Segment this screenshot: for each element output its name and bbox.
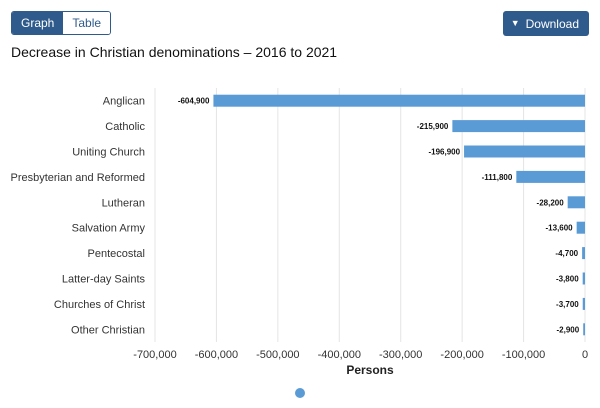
category-label: Catholic bbox=[105, 121, 145, 133]
table-tab[interactable]: Table bbox=[63, 12, 111, 34]
category-label: Presbyterian and Reformed bbox=[10, 172, 145, 184]
data-label: -196,900 bbox=[428, 148, 460, 157]
bar bbox=[576, 221, 585, 234]
data-label: -111,800 bbox=[482, 173, 513, 182]
data-label: -604,900 bbox=[178, 97, 210, 106]
bar bbox=[582, 247, 585, 260]
data-label: -28,200 bbox=[537, 198, 565, 207]
category-label: Anglican bbox=[103, 96, 145, 108]
category-label: Churches of Christ bbox=[54, 299, 145, 311]
data-label: -3,800 bbox=[556, 275, 579, 284]
x-tick-label: -400,000 bbox=[318, 349, 361, 361]
data-label: -2,900 bbox=[557, 325, 580, 334]
data-label: -3,700 bbox=[556, 300, 579, 309]
x-tick-label: -500,000 bbox=[256, 349, 299, 361]
x-tick-label: -100,000 bbox=[502, 349, 545, 361]
category-label: Pentecostal bbox=[88, 248, 145, 260]
category-label: Uniting Church bbox=[72, 147, 145, 159]
x-tick-label: -200,000 bbox=[440, 349, 483, 361]
chevron-down-icon: ▼ bbox=[510, 18, 520, 28]
download-button[interactable]: ▼ Download bbox=[502, 11, 589, 36]
view-toggle: Graph Table bbox=[11, 11, 112, 35]
bar bbox=[583, 323, 585, 336]
bar bbox=[516, 170, 585, 183]
data-label: -4,700 bbox=[555, 249, 578, 258]
x-tick-label: -300,000 bbox=[379, 349, 422, 361]
bar bbox=[464, 145, 585, 158]
bar bbox=[452, 120, 585, 133]
x-tick-label: -600,000 bbox=[195, 349, 238, 361]
graph-tab[interactable]: Graph bbox=[12, 12, 64, 34]
bar bbox=[213, 94, 585, 107]
bar bbox=[567, 196, 585, 209]
category-label: Latter-day Saints bbox=[62, 274, 146, 286]
category-label: Lutheran bbox=[102, 197, 145, 209]
x-tick-label: -700,000 bbox=[133, 349, 176, 361]
data-label: -215,900 bbox=[417, 122, 449, 131]
download-label: Download bbox=[525, 16, 579, 31]
bar bbox=[582, 297, 585, 310]
pagination-dot[interactable] bbox=[295, 388, 305, 398]
category-label: Other Christian bbox=[71, 324, 145, 336]
category-label: Salvation Army bbox=[72, 223, 146, 235]
x-axis-title: Persons bbox=[346, 363, 394, 377]
data-label: -13,600 bbox=[546, 224, 574, 233]
bar bbox=[582, 272, 585, 285]
chart-title: Decrease in Christian denominations – 20… bbox=[11, 44, 338, 60]
x-tick-label: 0 bbox=[582, 349, 588, 361]
